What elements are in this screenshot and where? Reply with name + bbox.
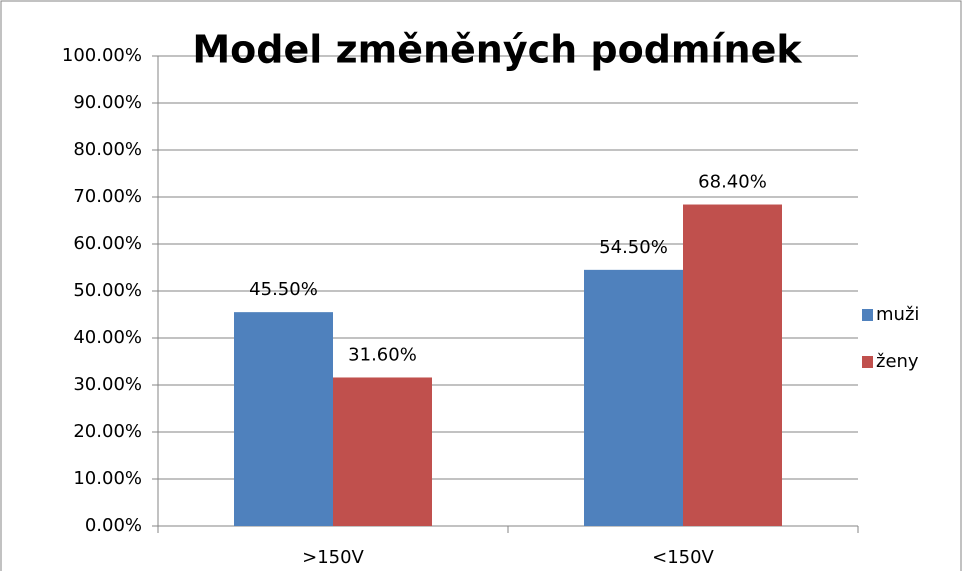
y-tick-label: 20.00% [73, 421, 142, 442]
bar [683, 204, 782, 526]
y-tick-label: 100.00% [62, 45, 142, 66]
legend-swatch [862, 309, 873, 321]
x-tick-label: <150V [652, 547, 714, 568]
y-tick-label: 0.00% [85, 515, 142, 536]
bar [333, 377, 432, 526]
x-tick-label: >150V [302, 547, 364, 568]
y-tick-label: 30.00% [73, 374, 142, 395]
value-label: 45.50% [249, 279, 318, 300]
y-tick-label: 10.00% [73, 468, 142, 489]
y-tick-label: 90.00% [73, 92, 142, 113]
value-label: 68.40% [698, 172, 767, 193]
y-tick-label: 60.00% [73, 233, 142, 254]
bar [584, 269, 683, 526]
legend-swatch [862, 356, 873, 368]
y-tick-label: 40.00% [73, 327, 142, 348]
y-tick-label: 50.00% [73, 280, 142, 301]
y-tick-label: 70.00% [73, 186, 142, 207]
y-tick-label: 80.00% [73, 139, 142, 160]
legend-label: muži [876, 304, 919, 325]
bar [234, 312, 333, 526]
value-label: 31.60% [348, 344, 417, 365]
chart-title: Model změněných podmínek [192, 28, 802, 72]
value-label: 54.50% [599, 237, 668, 258]
legend-label: ženy [876, 351, 919, 372]
